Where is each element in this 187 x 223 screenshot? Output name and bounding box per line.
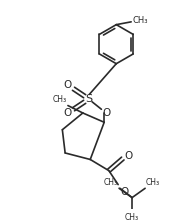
Text: CH₃: CH₃ [132, 17, 148, 25]
Text: CH₃: CH₃ [104, 178, 118, 187]
Text: O: O [64, 80, 72, 90]
Text: O: O [64, 108, 72, 118]
Text: CH₃: CH₃ [146, 178, 160, 187]
Text: O: O [120, 187, 128, 197]
Text: CH₃: CH₃ [125, 213, 139, 222]
Text: S: S [85, 94, 92, 104]
Text: CH₃: CH₃ [53, 95, 67, 104]
Text: O: O [102, 108, 110, 118]
Text: O: O [125, 151, 133, 161]
